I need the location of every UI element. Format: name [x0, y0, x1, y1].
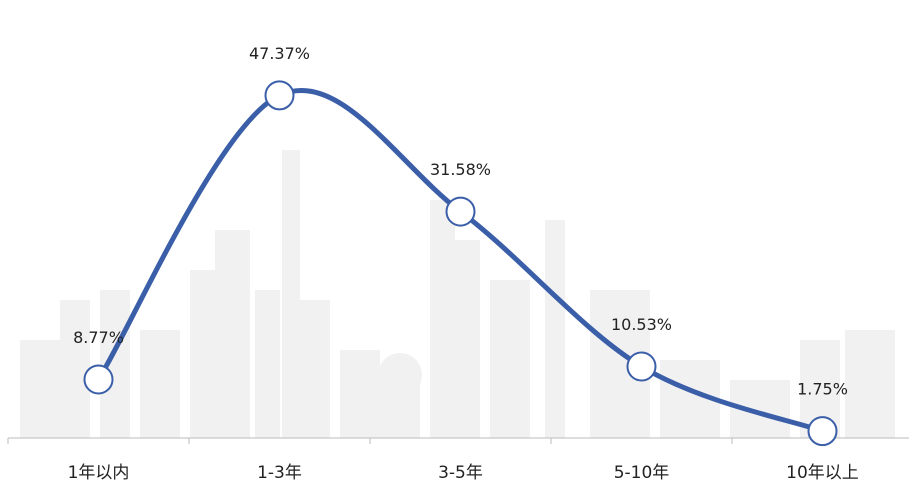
- marker: [807, 416, 838, 447]
- x-tick-label: 3-5年: [438, 463, 483, 483]
- x-tick-label: 10年以上: [786, 463, 859, 483]
- data-label: 31.58%: [430, 160, 491, 179]
- x-tick-label: 1年以内: [68, 463, 130, 483]
- x-tick-label: 5-10年: [614, 463, 670, 483]
- data-label: 8.77%: [73, 328, 124, 347]
- marker: [445, 196, 476, 227]
- line: [96, 87, 824, 434]
- marker: [626, 351, 657, 382]
- data-label: 10.53%: [611, 315, 672, 334]
- x-tick-label: 1-3年: [257, 463, 302, 483]
- skyline-background: [20, 150, 895, 438]
- data-label: 1.75%: [797, 380, 848, 399]
- data-label: 47.37%: [249, 44, 310, 63]
- marker: [83, 364, 114, 395]
- marker: [264, 80, 295, 111]
